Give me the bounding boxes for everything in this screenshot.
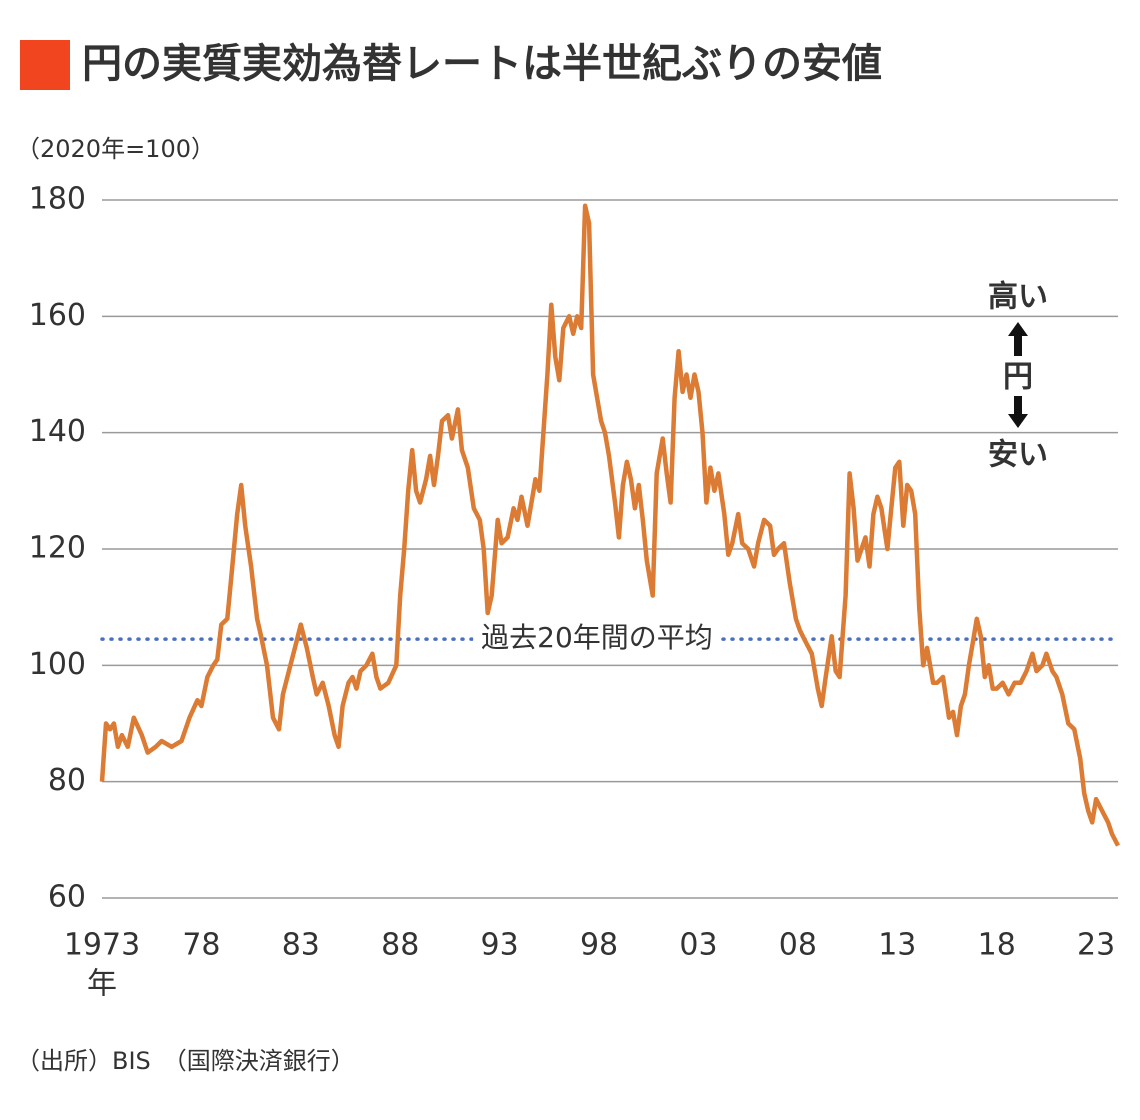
y-tick-label: 120 [29,531,86,566]
average-label: 過去20年間の平均 [481,621,713,654]
y-tick-label: 140 [29,414,86,449]
y-tick-label: 100 [29,647,86,682]
y-tick-label: 180 [29,182,86,217]
x-tick-label: 13 [878,928,916,963]
average-label-bg [473,619,721,657]
y-tick-label: 60 [48,880,86,915]
x-tick-label: 78 [182,928,220,963]
title-marker [20,40,70,90]
annotation: 円 [1003,360,1033,395]
x-tick-label: 88 [381,928,419,963]
arrow-down [1008,396,1028,428]
plot: 60 80 100 120 140 160 180 1973 78 83 88 93 98 03 08 13 1… [29,182,1120,963]
y-tick-label: 80 [48,763,86,798]
x-unit: 年 [87,967,117,1002]
x-tick-label: 18 [978,928,1016,963]
x-tick-label: 1973 [64,928,140,963]
x-tick-label: 98 [580,928,618,963]
arrow-up [1008,322,1028,356]
chart-title: 円の実質実効為替レートは半世紀ぶりの安値 [82,41,882,87]
x-tick-label: 03 [679,928,717,963]
y-tick-label: 160 [29,298,86,333]
x-tick-label: 23 [1077,928,1115,963]
x-tick-label: 08 [779,928,817,963]
x-tick-label: 83 [282,928,320,963]
source: （出所）BIS （国際決済銀行） [16,1047,355,1075]
annotation: 安い [988,438,1048,473]
x-tick-label: 93 [481,928,519,963]
annotation: 高い [988,280,1048,315]
y-unit: （2020年=100） [16,135,215,163]
data-line [99,203,1120,847]
